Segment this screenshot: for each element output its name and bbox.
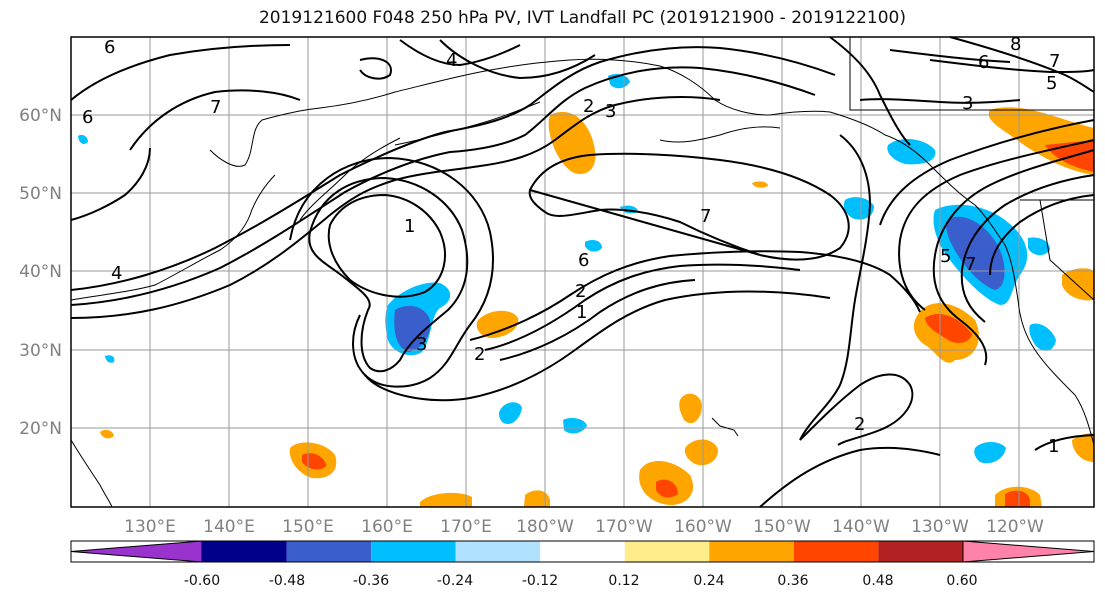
lon-label: 170°W bbox=[595, 517, 653, 537]
lat-label: 30°N bbox=[19, 341, 62, 361]
latitude-labels: 60°N 50°N 40°N 30°N 20°N bbox=[19, 106, 62, 439]
map-frame bbox=[70, 36, 1095, 508]
colorbar-label: -0.36 bbox=[353, 573, 389, 589]
colorbar-swatch bbox=[624, 541, 710, 562]
negative-anomaly-region bbox=[498, 402, 522, 425]
colorbar-swatch bbox=[540, 541, 625, 562]
lon-label: 130°W bbox=[911, 517, 969, 537]
negative-anomaly-region bbox=[1029, 323, 1056, 351]
lat-label: 20°N bbox=[19, 419, 62, 439]
map-gridlines bbox=[71, 37, 1094, 507]
lon-label: 170°E bbox=[440, 517, 492, 537]
negative-anomaly-region bbox=[394, 305, 431, 352]
colorbar-extend-low bbox=[70, 540, 203, 563]
contour-label: 3 bbox=[962, 93, 973, 114]
positive-anomaly-region bbox=[1005, 490, 1030, 507]
contour-label: 5 bbox=[1046, 73, 1057, 94]
colorbar-extend-high bbox=[962, 540, 1095, 563]
positive-anomaly-region bbox=[420, 492, 472, 507]
positive-anomaly-region bbox=[684, 439, 718, 466]
colorbar-label: 0.48 bbox=[862, 573, 893, 589]
contour-label: 1 bbox=[576, 302, 587, 323]
contour-label: 6 bbox=[978, 52, 989, 73]
negative-anomaly-region bbox=[78, 134, 88, 144]
positive-anomaly-region bbox=[679, 393, 702, 424]
contour-label: 7 bbox=[1049, 51, 1060, 72]
pv-contour-labels: 6 7 6 2 3 4 1 2 3 6 7 2 1 5 7 2 3 5 6 8 … bbox=[82, 34, 1060, 457]
positive-anomaly-region bbox=[1072, 433, 1094, 462]
colorbar-label: -0.48 bbox=[269, 573, 305, 589]
colorbar-label: 0.36 bbox=[777, 573, 808, 589]
contour-label: 5 bbox=[940, 246, 951, 267]
lon-label: 160°E bbox=[361, 517, 413, 537]
colorbar-swatch bbox=[878, 541, 963, 562]
positive-anomaly-region bbox=[925, 313, 972, 343]
lon-label: 140°E bbox=[203, 517, 255, 537]
contour-label: 4 bbox=[111, 263, 122, 284]
positive-anomaly-region bbox=[752, 181, 768, 188]
contour-label: 1 bbox=[404, 216, 415, 237]
contour-label: 3 bbox=[605, 101, 616, 122]
colorbar-label: -0.60 bbox=[184, 573, 220, 589]
colorbar-label: -0.24 bbox=[437, 573, 473, 589]
lon-label: 130°E bbox=[124, 517, 176, 537]
negative-anomaly-region bbox=[1028, 237, 1050, 256]
lat-label: 60°N bbox=[19, 106, 62, 126]
contour-label: 6 bbox=[104, 37, 115, 58]
lat-label: 50°N bbox=[19, 184, 62, 204]
negative-anomaly-region bbox=[974, 442, 1006, 464]
lon-label: 180°W bbox=[516, 517, 574, 537]
colorbar-swatch bbox=[709, 541, 794, 562]
lat-label: 40°N bbox=[19, 262, 62, 282]
colorbar-labels: -0.60 -0.48 -0.36 -0.24 -0.12 0.12 0.24 … bbox=[184, 573, 978, 589]
positive-anomaly-region bbox=[656, 479, 678, 498]
colorbar-swatch bbox=[455, 541, 541, 562]
colorbar-swatch bbox=[371, 541, 456, 562]
positive-anomaly-region bbox=[524, 490, 550, 507]
colorbar-swatch bbox=[202, 541, 287, 562]
lon-label: 120°W bbox=[986, 517, 1044, 537]
colorbar-swatch bbox=[793, 541, 879, 562]
contour-label: 8 bbox=[1010, 34, 1021, 55]
colorbar-label: 0.12 bbox=[608, 573, 639, 589]
positive-anomaly-region bbox=[100, 429, 114, 439]
lon-label: 160°W bbox=[674, 517, 732, 537]
colorbar-label: 0.24 bbox=[693, 573, 724, 589]
colorbar-frame bbox=[70, 540, 1095, 563]
contour-label: 7 bbox=[965, 254, 976, 275]
contour-label: 3 bbox=[416, 334, 427, 355]
colorbar: -0.60 -0.48 -0.36 -0.24 -0.12 0.12 0.24 … bbox=[70, 540, 1095, 589]
pv-contours bbox=[70, 36, 1095, 508]
contour-label: 7 bbox=[700, 206, 711, 227]
longitude-labels: 130°E 140°E 150°E 160°E 170°E 180°W 170°… bbox=[124, 517, 1044, 537]
negative-anomaly-region bbox=[105, 355, 115, 363]
contour-label: 2 bbox=[583, 96, 594, 117]
contour-label: 2 bbox=[474, 344, 485, 365]
contour-label: 6 bbox=[82, 107, 93, 128]
lon-label: 140°W bbox=[832, 517, 890, 537]
contour-label: 2 bbox=[854, 414, 865, 435]
map-title: 2019121600 F048 250 hPa PV, IVT Landfall… bbox=[258, 8, 906, 28]
lon-label: 150°W bbox=[753, 517, 811, 537]
contour-label: 4 bbox=[446, 50, 457, 71]
negative-anomaly-region bbox=[563, 418, 587, 434]
colorbar-swatch bbox=[286, 541, 372, 562]
lon-label: 150°E bbox=[282, 517, 334, 537]
positive-anomaly-region bbox=[476, 310, 519, 338]
colorbar-label: 0.60 bbox=[946, 573, 977, 589]
negative-anomaly-region bbox=[887, 138, 936, 165]
contour-label: 6 bbox=[578, 250, 589, 271]
negative-anomaly-region bbox=[585, 240, 602, 252]
positive-anomaly-region bbox=[548, 111, 596, 174]
colorbar-swatches bbox=[70, 540, 1095, 563]
colorbar-label: -0.12 bbox=[522, 573, 558, 589]
contour-label: 1 bbox=[1048, 436, 1059, 457]
contour-label: 7 bbox=[210, 97, 221, 118]
negative-anomaly-region bbox=[843, 197, 874, 220]
contour-label: 2 bbox=[575, 281, 586, 302]
